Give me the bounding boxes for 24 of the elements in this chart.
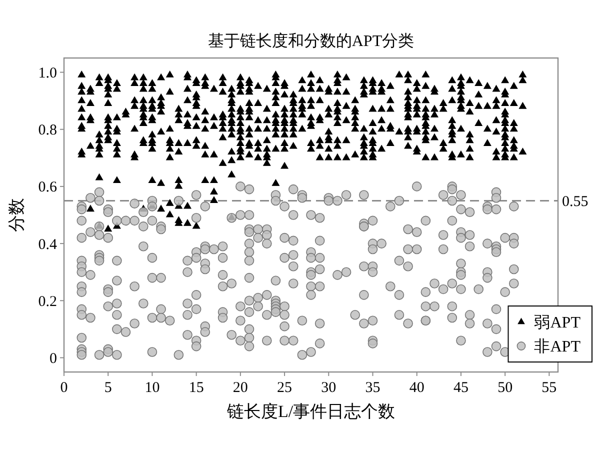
x-tick-label: 30 (321, 380, 336, 396)
x-tick-label: 35 (365, 380, 380, 396)
x-axis-title: 链长度L/事件日志个数 (226, 402, 396, 421)
x-tick-label: 0 (60, 380, 68, 396)
chart-title: 基于链长度和分数的APT分类 (208, 32, 414, 50)
y-tick-label: 0.2 (38, 294, 57, 310)
y-tick-label: 0 (50, 350, 57, 367)
x-tick-label: 40 (409, 380, 424, 396)
x-tick-label: 50 (498, 380, 513, 396)
y-axis-title: 分数 (7, 198, 26, 232)
x-tick-label: 15 (188, 380, 204, 396)
x-tick-label: 25 (277, 380, 292, 396)
x-tick-label: 45 (453, 380, 468, 396)
ref-line-label: 0.55 (562, 194, 588, 210)
y-tick-label: 0.8 (38, 122, 57, 139)
legend-label: 非APT (534, 338, 581, 356)
x-tick-label: 55 (542, 380, 557, 396)
y-tick-label: 0.6 (38, 180, 58, 196)
legend-label: 弱APT (534, 314, 581, 332)
x-tick-label: 10 (144, 380, 160, 396)
y-tick-label: 1.0 (38, 66, 57, 82)
x-tick-label: 20 (232, 380, 248, 396)
x-tick-label: 5 (104, 380, 112, 396)
y-tick-label: 0.4 (38, 236, 58, 253)
